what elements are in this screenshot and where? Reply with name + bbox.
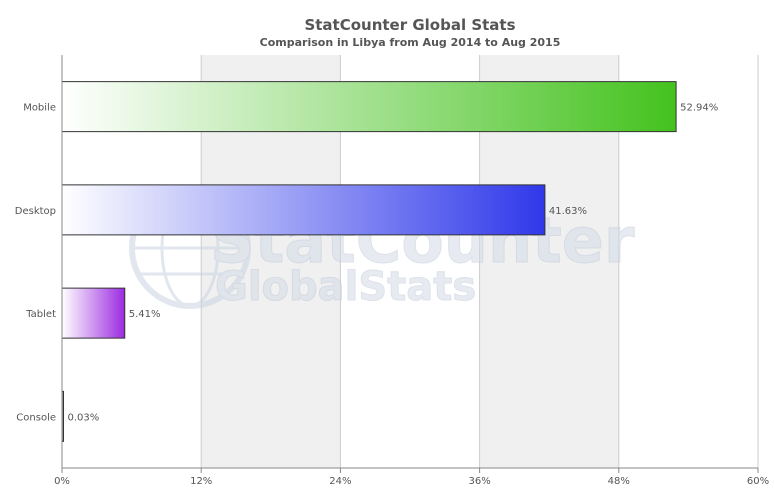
data-label-tablet: 5.41% [129,309,161,320]
category-label-console: Console [16,412,56,423]
category-label-tablet: Tablet [25,309,56,320]
bar-tablet [61,287,126,339]
bars [61,81,677,442]
watermark-line2: GlobalStats [215,264,476,310]
data-label-console: 0.03% [68,412,100,423]
x-axis: 0% 12% 24% 36% 48% 60% [54,55,769,487]
x-tick-label: 60% [747,476,769,487]
x-tick-label: 24% [329,476,351,487]
data-label-mobile: 52.94% [680,103,718,114]
category-label-desktop: Desktop [15,206,56,217]
data-label-desktop: 41.63% [549,206,587,217]
chart-subtitle: Comparison in Libya from Aug 2014 to Aug… [260,36,561,49]
x-tick-label: 36% [468,476,490,487]
bar-mobile [61,81,677,133]
x-tick-label: 0% [54,476,70,487]
x-tick-label: 48% [608,476,630,487]
x-tick-label: 12% [190,476,212,487]
bar-desktop [61,184,546,236]
category-label-mobile: Mobile [23,103,56,114]
chart-title: StatCounter Global Stats [304,16,515,34]
data-labels: 52.94% 41.63% 5.41% 0.03% [68,103,719,424]
category-labels: Mobile Desktop Tablet Console [15,103,56,424]
